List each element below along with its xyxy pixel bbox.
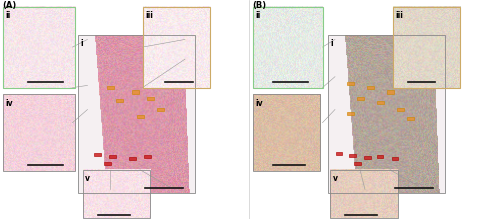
Bar [82,170,150,218]
Bar [349,154,356,157]
Bar [146,97,154,100]
Bar [396,108,404,111]
Text: iii: iii [145,11,153,20]
Bar [142,7,210,88]
Bar [109,155,116,158]
Bar [376,101,384,104]
Bar [116,99,123,102]
Text: iv: iv [255,99,262,108]
Bar [156,108,164,111]
Text: iv: iv [5,99,12,108]
Bar [366,86,374,89]
Bar [406,117,414,120]
Bar [346,82,354,85]
Bar [328,35,445,193]
Bar [336,152,342,155]
Text: v: v [85,174,90,183]
Bar [392,157,398,160]
Bar [364,156,371,159]
Bar [78,35,195,193]
Bar [136,115,143,118]
Bar [252,94,320,171]
Text: ii: ii [255,11,260,20]
Bar [346,112,354,115]
Bar [129,157,136,159]
Bar [252,7,322,88]
Text: iii: iii [395,11,403,20]
Bar [386,90,394,94]
Bar [94,153,101,156]
Text: (B): (B) [252,1,266,10]
Bar [354,162,361,165]
Bar [106,86,114,89]
Bar [144,155,151,158]
Text: ii: ii [5,11,10,20]
Bar [392,7,460,88]
Bar [330,170,398,218]
Text: i: i [80,39,82,48]
Bar [2,7,75,88]
Text: i: i [330,39,332,48]
Text: (A): (A) [2,1,17,10]
Bar [132,90,138,94]
Bar [377,155,384,158]
Bar [104,162,111,165]
Text: v: v [332,174,338,183]
Bar [356,97,364,100]
Bar [2,94,75,171]
